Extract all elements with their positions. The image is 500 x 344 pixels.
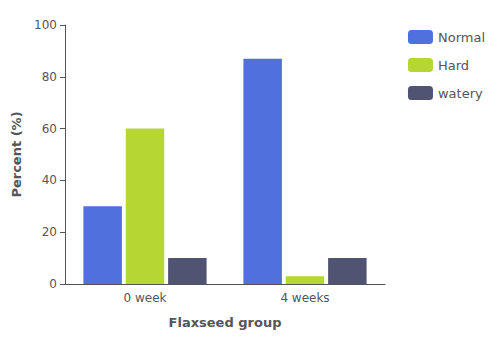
svg-text:4 weeks: 4 weeks [280,291,329,305]
svg-text:0: 0 [49,277,57,291]
svg-text:watery: watery [438,86,483,101]
svg-text:Hard: Hard [438,58,469,73]
svg-text:20: 20 [42,225,57,239]
svg-text:Percent (%): Percent (%) [9,111,24,197]
svg-text:Flaxseed group: Flaxseed group [169,315,282,330]
svg-text:60: 60 [42,122,57,136]
svg-text:0 week: 0 week [124,291,167,305]
svg-text:40: 40 [42,173,57,187]
svg-text:100: 100 [34,18,57,32]
svg-text:Normal: Normal [438,30,485,45]
svg-text:80: 80 [42,70,57,84]
